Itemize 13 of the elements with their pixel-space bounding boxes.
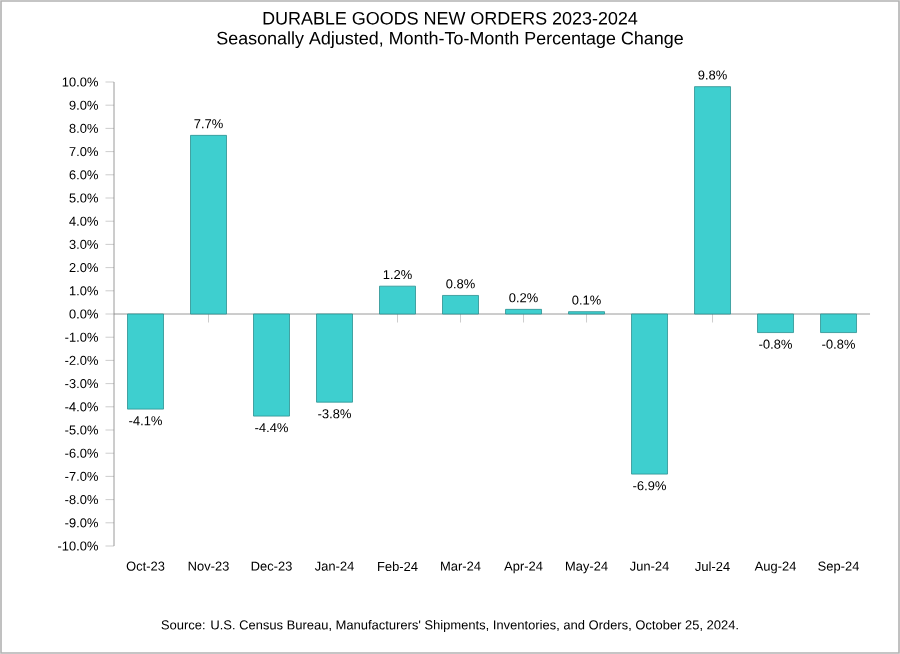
bar (127, 313, 164, 410)
bar (253, 313, 290, 417)
bar (379, 285, 416, 315)
bar (820, 313, 857, 333)
chart-title: DURABLE GOODS NEW ORDERS 2023-2024 (263, 11, 638, 25)
bar (757, 313, 794, 333)
bar (190, 134, 227, 315)
bar (442, 295, 479, 315)
bar (316, 313, 353, 403)
chart-subtitle: Seasonally Adjusted, Month-To-Month Percentage Change (217, 31, 683, 49)
bar (505, 308, 542, 315)
bar (694, 86, 731, 315)
bar (631, 313, 668, 475)
